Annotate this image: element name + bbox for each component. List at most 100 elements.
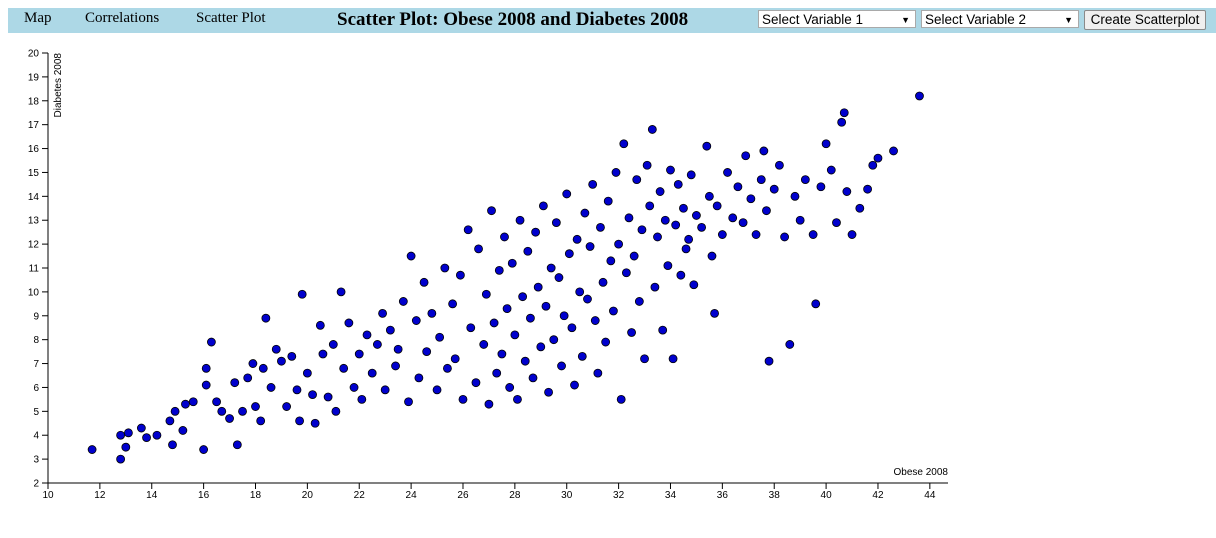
data-point — [251, 402, 260, 411]
data-point — [689, 280, 699, 290]
data-point — [393, 344, 403, 354]
data-point — [769, 184, 779, 194]
data-point — [702, 141, 712, 151]
data-point — [863, 184, 872, 194]
data-point — [557, 361, 566, 371]
data-point — [432, 385, 442, 395]
variable-1-select[interactable]: Select Variable 1 ▼ — [758, 10, 916, 28]
data-point — [406, 251, 416, 261]
data-point — [520, 356, 530, 366]
y-tick-label: 15 — [28, 168, 40, 179]
data-point — [746, 194, 756, 204]
data-point — [266, 383, 276, 392]
data-point — [225, 414, 234, 423]
data-point — [165, 416, 175, 426]
y-tick-label: 6 — [33, 383, 39, 394]
x-tick-label: 38 — [769, 490, 781, 501]
data-point — [603, 196, 613, 206]
data-point — [404, 397, 413, 407]
data-point — [606, 256, 616, 266]
data-point — [292, 385, 302, 395]
data-point — [915, 91, 924, 101]
data-point — [510, 330, 520, 340]
nav-link-map[interactable]: Map — [24, 10, 52, 26]
variable-2-select[interactable]: Select Variable 2 ▼ — [921, 10, 1079, 28]
data-point — [380, 385, 390, 395]
y-tick-label: 13 — [28, 216, 40, 227]
data-point — [596, 222, 605, 232]
data-point — [655, 187, 665, 196]
data-point — [474, 244, 483, 254]
y-axis-title: Diabetes 2008 — [53, 53, 64, 118]
data-point — [873, 153, 883, 163]
data-point — [523, 246, 533, 256]
data-point — [598, 277, 608, 287]
data-point — [315, 320, 325, 330]
data-point — [466, 323, 476, 333]
data-point — [577, 351, 587, 361]
data-point — [494, 265, 504, 275]
data-point — [518, 292, 528, 302]
data-point — [544, 387, 553, 397]
data-point — [497, 349, 507, 359]
data-point — [481, 289, 491, 299]
nav-link-correlations[interactable]: Correlations — [85, 10, 160, 26]
data-point — [621, 268, 631, 278]
x-tick-label: 10 — [42, 490, 54, 501]
data-point — [378, 308, 387, 318]
data-point — [611, 168, 621, 177]
data-point — [668, 354, 678, 364]
data-point — [362, 330, 372, 340]
data-point — [367, 368, 377, 378]
data-point — [686, 170, 696, 180]
x-tick-label: 30 — [561, 490, 573, 501]
data-point — [790, 191, 800, 201]
data-point — [261, 313, 271, 323]
data-point — [212, 397, 221, 407]
x-tick-label: 12 — [94, 490, 106, 501]
data-point — [588, 179, 598, 189]
data-point — [762, 206, 771, 216]
y-tick-label: 4 — [33, 431, 39, 442]
data-point — [593, 368, 603, 378]
data-point — [650, 282, 660, 292]
y-tick-label: 17 — [28, 120, 40, 131]
data-point — [349, 383, 359, 392]
data-point — [847, 230, 857, 239]
data-point — [248, 359, 258, 368]
data-point — [344, 318, 354, 328]
data-point — [201, 363, 211, 373]
data-point — [427, 308, 437, 318]
data-point — [681, 244, 691, 254]
nav-link-scatter-plot[interactable]: Scatter Plot — [196, 10, 266, 26]
data-point — [775, 160, 784, 170]
axes: 10 12 14 16 18 20 22 24 26 28 30 32 34 36 38 40 42 442345… — [28, 49, 948, 501]
x-tick-label: 40 — [821, 490, 833, 501]
data-point — [629, 251, 639, 261]
data-point — [142, 433, 151, 443]
data-point — [310, 418, 320, 428]
data-point — [152, 430, 162, 440]
data-point — [562, 189, 572, 199]
data-point — [411, 316, 421, 325]
data-point — [487, 206, 496, 216]
y-tick-label: 14 — [28, 192, 40, 203]
data-point — [738, 218, 748, 228]
data-point — [232, 440, 242, 450]
data-point — [385, 325, 395, 335]
data-point — [479, 340, 489, 349]
data-point — [580, 208, 590, 218]
data-point — [816, 182, 826, 192]
create-scatterplot-button[interactable]: Create Scatterplot — [1084, 10, 1206, 30]
data-point — [554, 273, 564, 282]
data-point — [168, 440, 177, 450]
data-point — [455, 270, 465, 280]
data-point — [440, 263, 450, 273]
data-point — [502, 304, 512, 314]
data-point — [178, 426, 188, 435]
data-point — [653, 232, 662, 242]
x-tick-label: 14 — [146, 490, 158, 501]
data-point — [419, 277, 429, 287]
data-point — [277, 356, 286, 366]
data-point — [832, 218, 841, 228]
